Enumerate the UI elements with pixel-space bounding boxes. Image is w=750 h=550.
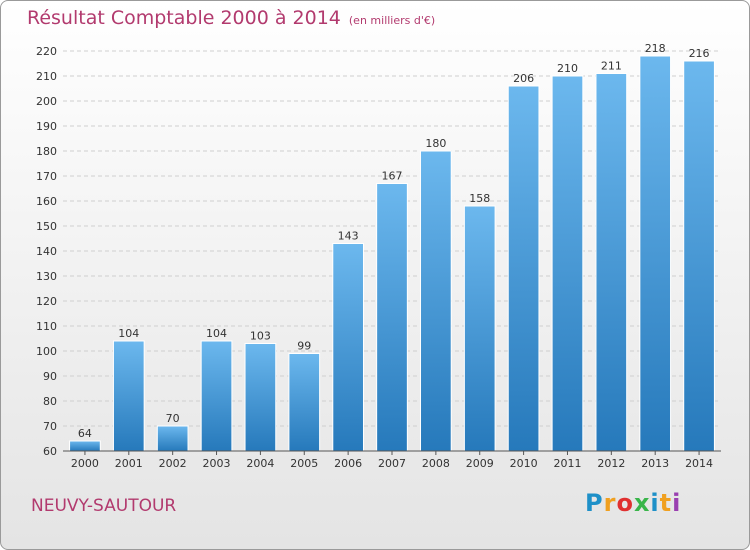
x-tick-label: 2006: [334, 457, 362, 470]
y-tick-label: 200: [36, 95, 57, 108]
logo-letter: x: [633, 489, 651, 517]
y-tick-label: 160: [36, 195, 57, 208]
data-label: 70: [166, 412, 180, 425]
x-tick-label: 2005: [290, 457, 318, 470]
x-tick-label: 2008: [422, 457, 450, 470]
bar: [69, 440, 101, 452]
bar: [112, 340, 145, 452]
y-tick-label: 120: [36, 295, 57, 308]
x-tick-label: 2011: [553, 457, 581, 470]
y-tick-label: 220: [36, 45, 57, 58]
data-label: 211: [601, 60, 622, 73]
x-tick-label: 2010: [510, 457, 538, 470]
y-tick-label: 60: [43, 445, 57, 458]
x-tick-label: 2003: [203, 457, 231, 470]
y-tick-label: 80: [43, 395, 57, 408]
bar: [551, 75, 584, 452]
bar: [639, 55, 672, 452]
bar: [683, 60, 715, 452]
y-tick-label: 140: [36, 245, 57, 258]
logo-letter: t: [659, 489, 673, 517]
data-label: 210: [557, 62, 578, 75]
y-tick-label: 90: [43, 370, 57, 383]
y-tick-label: 180: [36, 145, 57, 158]
bar: [244, 343, 277, 452]
x-tick-label: 2012: [597, 457, 625, 470]
bar: [463, 205, 496, 452]
bar: [156, 425, 189, 452]
data-label: 104: [118, 327, 139, 340]
data-label: 104: [206, 327, 227, 340]
data-label: 103: [250, 330, 271, 343]
logo-letter: r: [603, 489, 617, 517]
x-tick-label: 2013: [641, 457, 669, 470]
title-row: Résultat Comptable 2000 à 2014 (en millie…: [27, 7, 435, 29]
town-name: NEUVY-SAUTOUR: [31, 496, 177, 516]
x-tick-label: 2004: [246, 457, 274, 470]
x-tick-label: 2000: [71, 457, 99, 470]
bar: [376, 183, 408, 452]
data-label: 167: [382, 170, 403, 183]
logo-letter: i: [650, 489, 660, 517]
data-label: 206: [513, 72, 534, 85]
y-tick-label: 210: [36, 70, 57, 83]
x-tick-label: 2007: [378, 457, 406, 470]
data-label: 180: [425, 137, 446, 150]
y-axis-ticks: 60 70 80 90 100 110 120 130 140 150 160 170 180 190 20…: [36, 45, 57, 458]
logo-letter: o: [616, 489, 634, 517]
logo-letter: i: [672, 489, 682, 517]
bars: [69, 55, 715, 452]
x-tick-label: 2002: [159, 457, 187, 470]
x-tick-label: 2001: [115, 457, 143, 470]
data-label: 218: [645, 42, 666, 55]
bar: [420, 150, 452, 452]
y-tick-label: 70: [43, 420, 57, 433]
chart-title: Résultat Comptable 2000 à 2014: [27, 7, 341, 29]
y-tick-label: 130: [36, 270, 57, 283]
data-label: 99: [297, 340, 311, 353]
x-tick-label: 2014: [685, 457, 713, 470]
y-tick-label: 190: [36, 120, 57, 133]
x-axis-ticks: 2000 2001 2002 2003 2004 2005 2006 2007 2008 2009…: [71, 451, 713, 470]
bar: [595, 73, 628, 452]
y-tick-label: 170: [36, 170, 57, 183]
data-label: 158: [469, 192, 490, 205]
y-tick-label: 110: [36, 320, 57, 333]
data-labels: 64 104 70 104 103 99 143 167 180 158 206 210 211 218 2…: [78, 42, 710, 440]
bar: [288, 353, 321, 452]
data-label: 143: [338, 230, 359, 243]
bar: [200, 340, 233, 452]
x-tick-label: 2009: [466, 457, 494, 470]
bar: [507, 85, 540, 452]
y-tick-label: 150: [36, 220, 57, 233]
logo-letter: P: [585, 489, 604, 517]
y-tick-label: 100: [36, 345, 57, 358]
data-label: 216: [689, 47, 710, 60]
bar: [332, 243, 364, 452]
chart-subtitle: (en milliers d'€): [348, 14, 436, 27]
proxiti-logo: Proxiti: [585, 489, 681, 517]
data-label: 64: [78, 427, 92, 440]
